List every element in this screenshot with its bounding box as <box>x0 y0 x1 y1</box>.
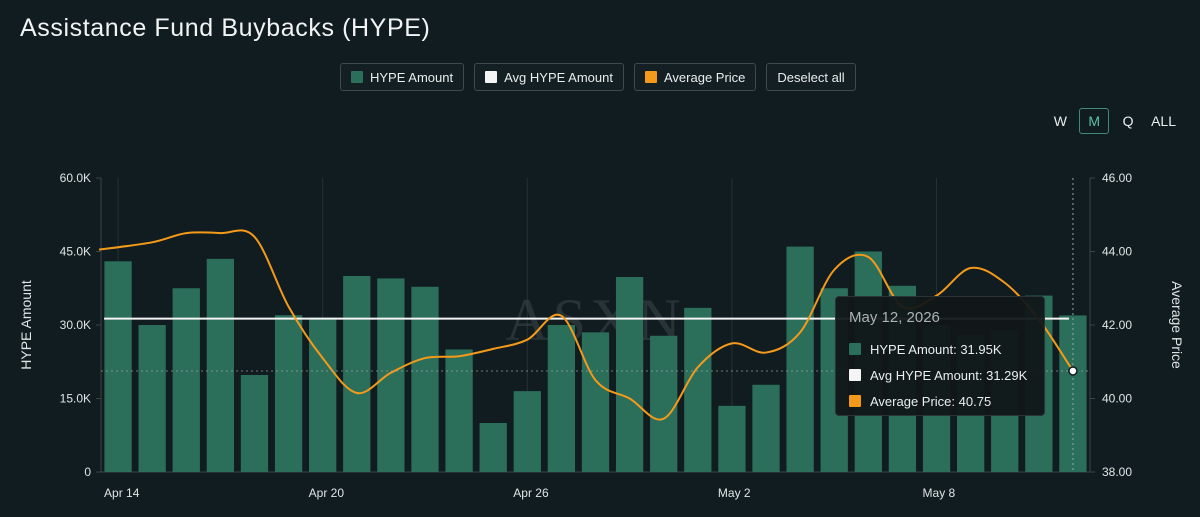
bar <box>479 423 507 472</box>
bar <box>138 325 166 472</box>
legend-average-price-swatch <box>644 71 657 83</box>
bar <box>786 246 814 472</box>
tooltip-row-avg-hype-amount: Avg HYPE Amount: 31.29K <box>849 362 1031 388</box>
right-tick-label: 44.00 <box>1102 245 1132 259</box>
period-q-button[interactable]: Q <box>1122 113 1134 129</box>
tooltip-row-hype-amount: HYPE Amount: 31.95K <box>849 336 1031 362</box>
period-all-button[interactable]: ALL <box>1151 113 1176 129</box>
x-tick-label: Apr 14 <box>104 486 140 500</box>
period-w-button[interactable]: W <box>1053 113 1068 129</box>
left-axis-title: HYPE Amount <box>18 280 34 370</box>
right-tick-label: 46.00 <box>1102 171 1132 185</box>
right-tick-label: 42.00 <box>1102 318 1132 332</box>
legend-avg-hype-amount[interactable]: Avg HYPE Amount <box>474 63 624 91</box>
deselect-all-button[interactable]: Deselect all <box>766 63 856 91</box>
legend-avg-hype-amount-swatch <box>485 71 498 83</box>
bar <box>513 391 541 472</box>
legend-avg-hype-amount-label: Avg HYPE Amount <box>504 69 613 85</box>
bar <box>206 258 235 472</box>
bar <box>309 317 337 472</box>
tooltip: May 12, 2026 HYPE Amount: 31.95K Avg HYP… <box>835 296 1045 416</box>
tooltip-swatch-hype-amount <box>849 343 861 355</box>
right-tick-label: 38.00 <box>1102 465 1132 479</box>
x-tick-label: May 8 <box>923 486 956 500</box>
right-tick-label: 40.00 <box>1102 392 1132 406</box>
legend-average-price[interactable]: Average Price <box>633 63 757 91</box>
bar <box>547 325 576 472</box>
left-tick-label: 0 <box>84 465 91 479</box>
legend-hype-amount-swatch <box>351 71 363 83</box>
chart-title: Assistance Fund Buybacks (HYPE) <box>20 14 431 42</box>
x-tick-label: Apr 20 <box>309 486 345 500</box>
tooltip-swatch-avg-hype-amount <box>849 369 861 381</box>
bar <box>615 276 644 472</box>
tooltip-date: May 12, 2026 <box>849 309 940 326</box>
left-tick-label: 60.0K <box>60 171 91 185</box>
legend-hype-amount-label: HYPE Amount <box>370 69 454 85</box>
legend: HYPE Amount Avg HYPE Amount Average Pric… <box>340 63 856 91</box>
legend-average-price-label: Average Price <box>663 69 746 85</box>
deselect-all-label: Deselect all <box>777 69 845 85</box>
bar <box>343 276 371 472</box>
bar <box>411 286 439 472</box>
bar <box>274 315 303 472</box>
tooltip-text-average-price: Average Price: 40.75 <box>870 393 992 409</box>
bar <box>172 288 200 472</box>
bar <box>240 374 269 472</box>
legend-hype-amount[interactable]: HYPE Amount <box>340 63 465 91</box>
x-tick-label: Apr 26 <box>513 486 549 500</box>
right-axis-title: Average Price <box>1169 281 1185 369</box>
tooltip-swatch-average-price <box>849 395 861 407</box>
left-tick-label: 45.0K <box>60 245 91 259</box>
bar <box>104 261 132 472</box>
tooltip-text-avg-hype-amount: Avg HYPE Amount: 31.29K <box>870 367 1028 383</box>
x-tick-label: May 2 <box>718 486 751 500</box>
period-m-button[interactable]: M <box>1079 108 1110 134</box>
bar <box>650 335 678 472</box>
left-tick-label: 15.0K <box>60 392 91 406</box>
bar <box>752 384 780 472</box>
bar <box>581 332 610 472</box>
bar <box>377 278 405 472</box>
bar <box>445 349 473 472</box>
period-selector: W M Q ALL <box>1047 108 1180 134</box>
tooltip-text-hype-amount: HYPE Amount: 31.95K <box>870 341 1002 357</box>
left-tick-label: 30.0K <box>60 318 91 332</box>
bar <box>718 405 746 472</box>
hover-point <box>1068 366 1078 376</box>
tooltip-row-average-price: Average Price: 40.75 <box>849 388 1031 414</box>
bar <box>684 307 712 472</box>
